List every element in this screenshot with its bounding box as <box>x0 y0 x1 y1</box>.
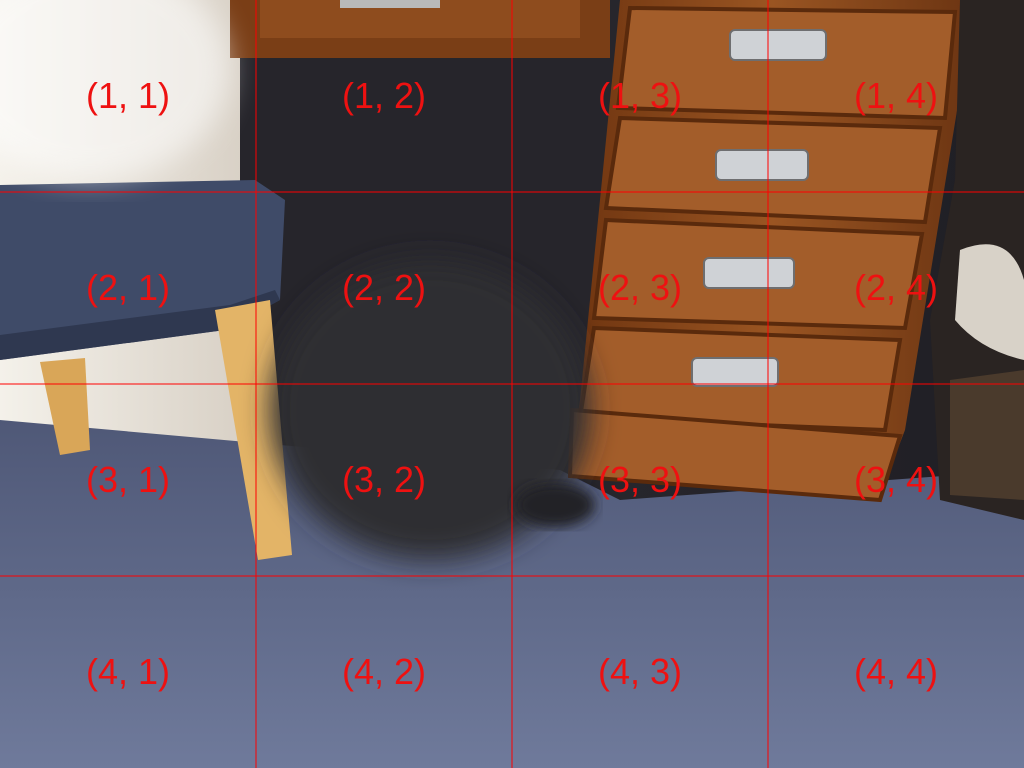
grid-cell-label: (3, 2) <box>342 462 426 498</box>
grid-cell-label: (2, 2) <box>342 270 426 306</box>
grid-cell-label: (2, 4) <box>854 270 938 306</box>
grid-cell-label: (4, 3) <box>598 654 682 690</box>
grid-cell-label: (3, 1) <box>86 462 170 498</box>
dark-blur-tail <box>515 483 595 527</box>
drawer-handle-3 <box>704 258 794 288</box>
drawer-handle-2 <box>716 150 808 180</box>
grid-cell-label: (4, 2) <box>342 654 426 690</box>
grid-cell-label: (1, 4) <box>854 78 938 114</box>
bag-bottom-right <box>950 370 1024 500</box>
grid-cell-label: (3, 4) <box>854 462 938 498</box>
grid-cell-label: (2, 1) <box>86 270 170 306</box>
grid-cell-label: (1, 3) <box>598 78 682 114</box>
drawer-handle-4 <box>692 358 778 386</box>
grid-cell-label: (1, 2) <box>342 78 426 114</box>
desk-top-handle <box>340 0 440 8</box>
grid-cell-label: (4, 4) <box>854 654 938 690</box>
grid-cell-label: (3, 3) <box>598 462 682 498</box>
grid-cell-label: (1, 1) <box>86 78 170 114</box>
grid-cell-label: (4, 1) <box>86 654 170 690</box>
grid-cell-label: (2, 3) <box>598 270 682 306</box>
drawer-handle-1 <box>730 30 826 60</box>
